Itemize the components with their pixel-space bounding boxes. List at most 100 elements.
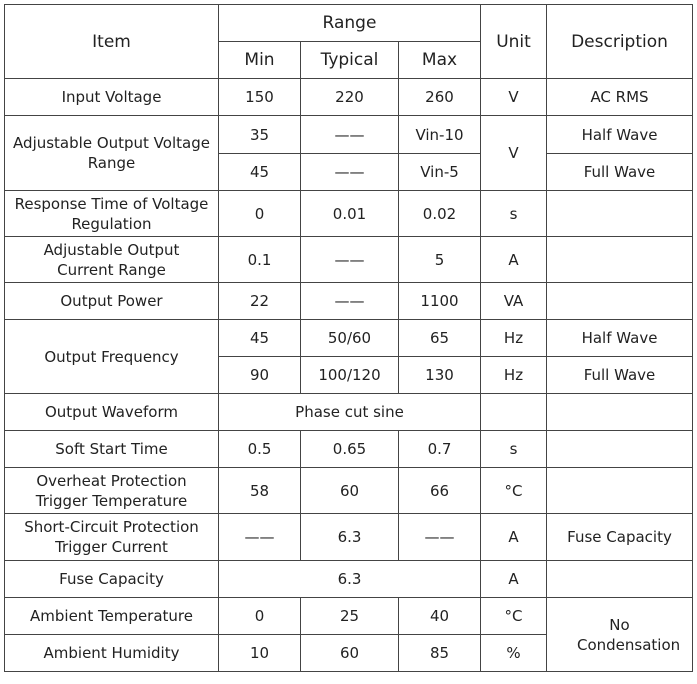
cell: Half Wave (546, 319, 693, 357)
cell: 220 (300, 78, 399, 116)
row: Response Time of Voltage Regulation 0 0.… (4, 190, 693, 237)
cell (546, 430, 693, 468)
cell: 6.3 (300, 513, 399, 561)
cell: Response Time of Voltage Regulation (4, 190, 219, 237)
cell: 0.02 (398, 190, 481, 237)
cell: 45 (218, 319, 301, 357)
cell: Adjustable Output Current Range (4, 236, 219, 283)
row: Adjustable Output Current Range 0.1 —— 5… (4, 236, 693, 283)
cell: Output Power (4, 282, 219, 320)
cell (546, 282, 693, 320)
cell: Vin-10 (398, 115, 481, 154)
cell: —— (300, 282, 399, 320)
header-cell: Min (218, 41, 301, 79)
cell: Fuse Capacity (4, 560, 219, 598)
header-row: Item Range Unit Description (4, 4, 693, 79)
cell: Output Waveform (4, 393, 219, 431)
spec-table: Item Range Unit Description Min Typical … (4, 4, 693, 672)
cell: Full Wave (546, 153, 693, 191)
header-cell: Item (4, 4, 219, 79)
row: Ambient Temperature 0 25 40 °C No Conden… (4, 597, 693, 672)
cell: V (480, 78, 547, 116)
cell: 0.7 (398, 430, 481, 468)
cell: 22 (218, 282, 301, 320)
cell: 90 (218, 356, 301, 394)
cell: Input Voltage (4, 78, 219, 116)
cell: Short-Circuit Protection Trigger Current (4, 513, 219, 561)
row: Output Power 22 —— 1100 VA (4, 282, 693, 320)
cell: —— (218, 513, 301, 561)
cell: % (480, 634, 547, 672)
row: Output Waveform Phase cut sine (4, 393, 693, 431)
cell (546, 236, 693, 283)
cell: 66 (398, 467, 481, 514)
cell: Overheat Protection Trigger Temperature (4, 467, 219, 514)
cell (546, 560, 693, 598)
cell: Hz (480, 356, 547, 394)
cell: Soft Start Time (4, 430, 219, 468)
cell: 100/120 (300, 356, 399, 394)
cell: Output Frequency (4, 319, 219, 394)
cell: —— (300, 153, 399, 191)
cell: 50/60 (300, 319, 399, 357)
cell (546, 393, 693, 431)
cell: 0.65 (300, 430, 399, 468)
cell: Fuse Capacity (546, 513, 693, 561)
cell: Hz (480, 319, 547, 357)
row: Ambient Humidity 10 60 85 % (4, 634, 693, 672)
cell: °C (480, 467, 547, 514)
header-cell: Typical (300, 41, 399, 79)
cell: VA (480, 282, 547, 320)
cell: A (480, 236, 547, 283)
row: 45 —— Vin-5 Full Wave (5, 153, 693, 191)
cell: 85 (398, 634, 481, 672)
header-cell: Description (546, 4, 693, 79)
row: Fuse Capacity 6.3 A (4, 560, 693, 598)
cell: 5 (398, 236, 481, 283)
cell: 60 (300, 467, 399, 514)
cell: —— (398, 513, 481, 561)
cell: Half Wave (546, 115, 693, 154)
cell: 45 (218, 153, 301, 191)
cell: A (480, 513, 547, 561)
cell: 10 (218, 634, 301, 672)
row: Soft Start Time 0.5 0.65 0.7 s (4, 430, 693, 468)
cell: 58 (218, 467, 301, 514)
cell: AC RMS (546, 78, 693, 116)
cell: 260 (398, 78, 481, 116)
cell: Phase cut sine (218, 393, 481, 431)
cell: 40 (398, 597, 481, 635)
header-cell: Range (218, 4, 481, 42)
cell: 0.01 (300, 190, 399, 237)
row: 90 100/120 130 Hz Full Wave (5, 356, 693, 394)
cell: 0.5 (218, 430, 301, 468)
row: Short-Circuit Protection Trigger Current… (4, 513, 693, 561)
row: Input Voltage 150 220 260 V AC RMS (4, 78, 693, 116)
cell: Ambient Temperature (4, 597, 219, 635)
cell: 130 (398, 356, 481, 394)
cell (546, 467, 693, 514)
cell: s (480, 430, 547, 468)
cell: 6.3 (218, 560, 481, 598)
cell: Adjustable Output Voltage Range (4, 115, 219, 191)
cell: No Condensation (546, 597, 693, 672)
cell: 60 (300, 634, 399, 672)
row: Output Frequency 45 50/60 65 Hz Half Wav… (4, 319, 693, 394)
cell: —— (300, 115, 399, 154)
header-cell: Unit (480, 4, 547, 79)
cell: A (480, 560, 547, 598)
cell (546, 190, 693, 237)
cell: 0 (218, 190, 301, 237)
cell: 25 (300, 597, 399, 635)
cell: 65 (398, 319, 481, 357)
cell: s (480, 190, 547, 237)
cell: 0 (218, 597, 301, 635)
cell: V (480, 115, 547, 191)
cell: 35 (218, 115, 301, 154)
cell: 1100 (398, 282, 481, 320)
header-cell: Max (398, 41, 481, 79)
cell: —— (300, 236, 399, 283)
row: Adjustable Output Voltage Range 35 —— Vi… (4, 115, 693, 191)
cell (480, 393, 547, 431)
